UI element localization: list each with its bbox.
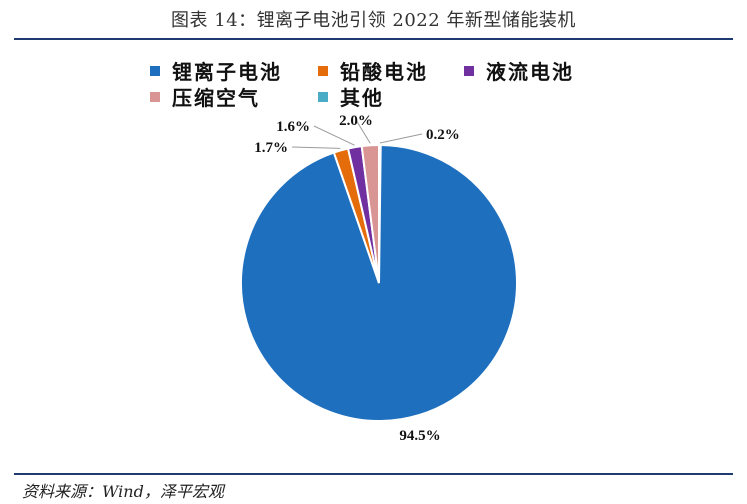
legend-item-lead-acid: 铅酸电池 [318, 56, 428, 85]
leader-line-lead-acid [291, 146, 341, 149]
chart-title: 图表 14：锂离子电池引领 2022 年新型储能装机 [171, 10, 576, 31]
pie-slice-compressed-air [360, 143, 380, 284]
source-note: 资料来源：Wind，泽平宏观 [22, 482, 224, 501]
data-label-compressed-air: 2.0% [339, 113, 373, 129]
leader-line-other [379, 133, 423, 144]
legend-swatch-lead-acid [318, 65, 328, 76]
legend-item-compressed-air: 压缩空气 [150, 82, 260, 111]
legend-item-lithium: 锂离子电池 [150, 56, 282, 85]
data-label-flow: 1.6% [276, 119, 310, 135]
data-label-lead-acid: 1.7% [254, 140, 288, 156]
top-rule [14, 38, 733, 40]
data-label-lithium: 94.5% [399, 428, 440, 444]
bottom-rule [14, 473, 733, 475]
legend-label-flow: 液流电池 [486, 60, 574, 84]
legend-label-compressed-air: 压缩空气 [172, 86, 260, 110]
legend-label-lead-acid: 铅酸电池 [340, 60, 428, 84]
leader-line-flow [313, 125, 355, 146]
legend-swatch-other [318, 91, 328, 102]
legend-swatch-flow [464, 65, 474, 76]
leader-line-compressed-air [355, 119, 371, 144]
legend-item-flow: 液流电池 [464, 56, 574, 85]
legend-label-other: 其他 [340, 86, 384, 110]
legend-swatch-compressed-air [150, 91, 160, 102]
data-label-other: 0.2% [426, 127, 460, 143]
legend-label-lithium: 锂离子电池 [172, 60, 282, 84]
legend-swatch-lithium [150, 65, 160, 76]
legend-item-other: 其他 [318, 82, 384, 111]
